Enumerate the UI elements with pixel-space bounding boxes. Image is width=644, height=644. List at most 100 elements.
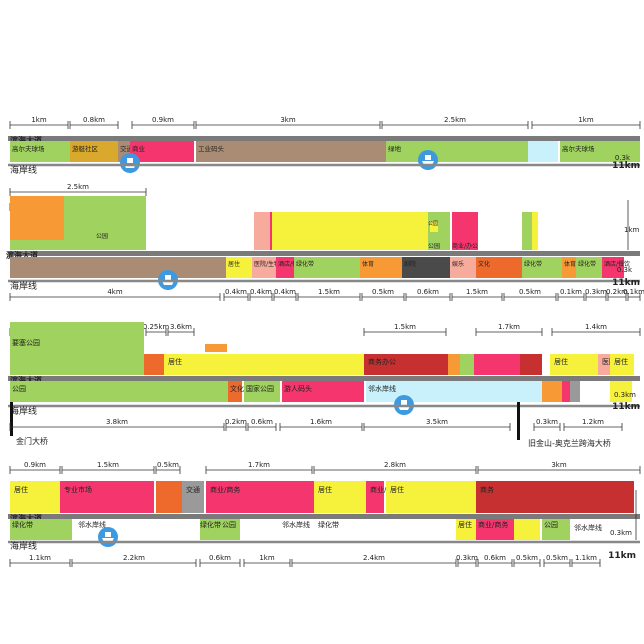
block-label: 居住 <box>458 520 472 529</box>
block-label: 居住 <box>168 357 182 366</box>
dimension-label: 0.3km <box>585 288 607 296</box>
land-block <box>430 222 438 232</box>
road-label: 滨海大道 <box>10 513 42 523</box>
land-block <box>542 519 570 540</box>
block-label: 绿地 <box>388 144 402 153</box>
block-label: 医院 <box>602 357 616 366</box>
block-label: 专业市场 <box>64 485 92 494</box>
block-label: 公园 <box>544 521 558 529</box>
land-block <box>460 354 474 375</box>
dimension-label: 1km <box>259 554 275 562</box>
coastal-road <box>8 376 640 381</box>
land-block <box>10 519 72 540</box>
land-block <box>452 212 478 250</box>
land-block <box>156 481 182 513</box>
land-block <box>276 257 294 278</box>
shoreline-label: 海岸线 <box>10 164 37 176</box>
block-label: 酒店/餐饮 <box>604 260 630 268</box>
land-block <box>182 481 204 513</box>
land-block <box>532 212 538 250</box>
park-block <box>10 322 144 375</box>
block-label: 交通 <box>120 144 134 153</box>
land-block <box>528 141 558 162</box>
dimension-label: 1.6km <box>310 418 332 426</box>
land-block <box>474 354 520 375</box>
dimension-label: 0.8km <box>83 116 105 124</box>
offset-label: 0.3k <box>615 154 631 162</box>
land-block <box>244 381 280 402</box>
land-block <box>576 257 606 278</box>
dimension-label: 0.5km <box>516 554 538 562</box>
coastal-road <box>8 136 640 141</box>
land-block <box>520 354 542 375</box>
road-label: 滨海大道 <box>6 250 38 260</box>
offset-label: 0.3km <box>614 391 636 399</box>
block-label: 游人码头 <box>284 384 312 393</box>
land-block <box>10 257 226 278</box>
land-block <box>522 212 532 250</box>
ship-cabin <box>401 400 407 405</box>
coastal-road <box>8 514 640 519</box>
block-label: 邻水岸线 <box>282 520 310 529</box>
block-label: 居住 <box>14 485 28 494</box>
dimension-label: 0.3km <box>456 554 478 562</box>
block-label: 文化 <box>230 384 244 393</box>
land-block <box>228 381 242 402</box>
land-block <box>205 344 227 352</box>
block-label: 居住 <box>228 260 240 268</box>
shoreline-label: 海岸线 <box>10 280 37 292</box>
shoreline-label: 海岸线 <box>10 540 37 552</box>
land-block <box>130 141 194 162</box>
land-block <box>386 481 476 513</box>
dimension-label: 0.5km <box>519 288 541 296</box>
land-block <box>610 354 634 375</box>
road-label: 滨海大道 <box>10 135 42 145</box>
land-block <box>164 354 364 375</box>
land-block <box>144 354 164 375</box>
block-label: 高尔夫球场 <box>562 144 595 153</box>
block-label: 居住 <box>390 485 404 494</box>
land-block <box>428 212 450 250</box>
ship-cabin <box>127 158 133 163</box>
dimension-label: 0.1km <box>623 288 644 296</box>
block-label: 商务 <box>480 485 494 494</box>
block-label: 公园 <box>96 233 108 240</box>
land-block <box>450 257 476 278</box>
land-block <box>10 381 228 402</box>
dimension-label: 1.4km <box>585 323 607 331</box>
dimension-label: 0.1km <box>560 288 582 296</box>
land-block <box>196 141 386 162</box>
land-block <box>200 519 220 540</box>
dimension-label: 1.5km <box>97 461 119 469</box>
bay-bridge <box>517 402 520 440</box>
block-label: 国家公园 <box>246 384 274 393</box>
bridge-label: 旧金山-奥克兰跨海大桥 <box>528 438 611 448</box>
block-label: 邻水岸线 <box>574 523 602 532</box>
land-block <box>206 481 314 513</box>
land-block <box>456 519 476 540</box>
dimension-label: 1km <box>578 116 594 124</box>
block-label: 体育 <box>564 260 576 268</box>
block-label: 交通 <box>186 485 200 494</box>
dimension-label: 3.6km <box>170 323 192 331</box>
block-label: 居住 <box>614 357 628 366</box>
land-block <box>514 519 540 540</box>
land-block <box>542 381 562 402</box>
block-label: 绿化带 <box>318 520 339 529</box>
dimension-label: 0.4km <box>225 288 247 296</box>
block-label: 邻水岸线 <box>368 384 396 393</box>
dimension-label: 4km <box>107 288 123 296</box>
coastal-road <box>8 251 640 256</box>
land-block <box>476 481 634 513</box>
dimension-label: 1km <box>31 116 47 124</box>
land-block <box>570 381 578 402</box>
shoreline-label: 海岸线 <box>10 405 37 417</box>
dimension-label: 0.6km <box>484 554 506 562</box>
land-block <box>254 212 270 250</box>
block-label: 游艇社区 <box>72 144 99 153</box>
golden-gate-bridge <box>10 402 13 436</box>
land-block <box>252 257 276 278</box>
land-block <box>476 257 522 278</box>
land-block <box>522 257 562 278</box>
ship-cabin <box>165 275 171 280</box>
